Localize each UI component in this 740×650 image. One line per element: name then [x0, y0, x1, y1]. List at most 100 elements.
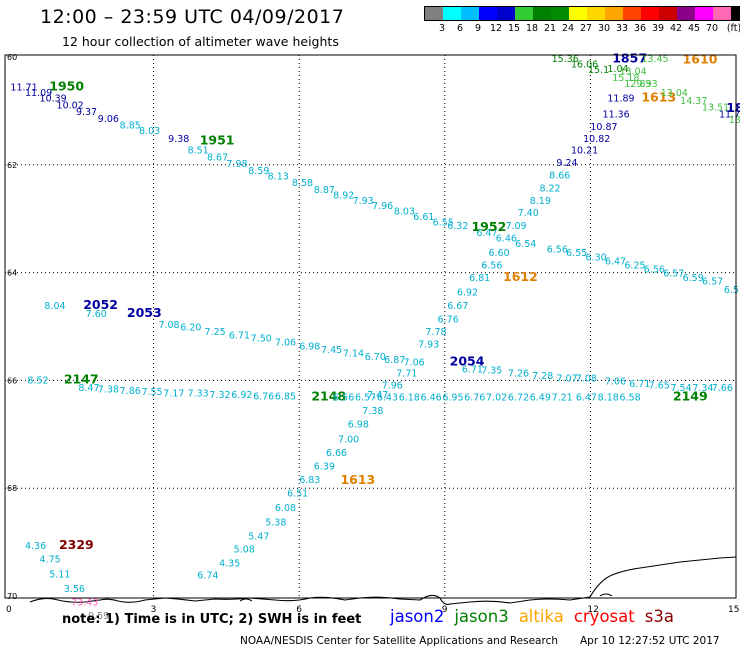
- swh-value-label: 6.32: [447, 221, 468, 232]
- swh-value-label: 7.25: [205, 327, 226, 338]
- satellite-legend-jason2: jason2: [390, 607, 445, 626]
- swh-value-label: 10.39: [40, 93, 67, 104]
- footer-note: note: 1) Time is in UTC; 2) SWH is in fe…: [62, 612, 362, 627]
- axis-tick-labels: 60 62 64 66 68 70 0 3 6 9 12 15: [6, 53, 739, 615]
- swh-value-label: 13.0: [729, 115, 740, 126]
- pass-time-label: 2054: [450, 354, 485, 369]
- swh-value-label: 9.24: [556, 158, 577, 169]
- swh-value-label: 7.60: [86, 309, 107, 320]
- pass-time-label: 2053: [127, 305, 162, 320]
- latitude-label: 70: [7, 592, 17, 601]
- swh-value-label: 13.51: [702, 103, 729, 114]
- swh-value-label: 9.37: [76, 107, 97, 118]
- swh-value-label: 6.57: [663, 269, 684, 280]
- swh-value-label: 6.98: [299, 341, 320, 352]
- colorbar-swatch: [641, 7, 659, 20]
- swh-value-label: 11.09: [25, 88, 52, 99]
- swh-value-label: 7.93: [418, 340, 439, 351]
- swh-value-label: 7.40: [518, 208, 539, 219]
- swh-value-label: 6.49: [530, 393, 551, 404]
- swh-value-label: 4.36: [25, 541, 46, 552]
- pass-time-label: 2148: [311, 389, 346, 404]
- swh-value-label: 6.85: [275, 391, 296, 402]
- swh-value-label: 6.55: [566, 248, 587, 259]
- pass-time-label: 2149: [673, 389, 708, 404]
- swh-value-label: 4.75: [40, 554, 61, 565]
- swh-value-label: 13.45: [641, 54, 668, 65]
- longitude-label: 12: [587, 605, 598, 615]
- swh-value-label: 6.92: [457, 287, 478, 298]
- colorbar-swatch: [659, 7, 677, 20]
- satellite-legend-cryosat: cryosat: [573, 607, 635, 626]
- swh-value-label: 14.37: [680, 96, 707, 107]
- swh-value-label: 6.5: [724, 285, 739, 296]
- swh-value-label: 7.09: [505, 221, 526, 232]
- swh-value-label: 6.43: [377, 393, 398, 404]
- swh-value-label: 3.56: [64, 584, 85, 595]
- colorbar-tick-label: (ft): [726, 23, 740, 34]
- swh-value-label: 13.04: [620, 66, 647, 77]
- colorbar-tick-label: 6: [456, 23, 464, 34]
- satellite-legend-altika: altika: [518, 607, 564, 626]
- swh-value-label: 7.08: [576, 374, 597, 385]
- swh-value-label: 7.06: [404, 358, 425, 369]
- swh-value-label: 9.38: [168, 134, 189, 145]
- swh-value-label: 1.04: [607, 64, 628, 75]
- swh-value-label: 6.60: [488, 248, 509, 259]
- pass-time-label: 185: [726, 100, 740, 115]
- pass-time-label: 2329: [59, 537, 94, 552]
- colorbar-swatch: [677, 7, 695, 20]
- swh-value-label: 8.03: [394, 207, 415, 218]
- swh-value-label: 7.26: [508, 368, 529, 379]
- swh-value-label: 6.92: [231, 390, 252, 401]
- swh-track-labels: 11.7111.0910.3910.029.379.068.858.039.38…: [10, 51, 740, 622]
- swh-value-label: 5.11: [49, 569, 70, 580]
- swh-value-label: 0.59: [88, 611, 109, 622]
- credit-line: NOAA/NESDIS Center for Satellite Applica…: [240, 635, 558, 647]
- swh-value-label: 7.33: [188, 388, 209, 399]
- swh-value-label: 6.56: [481, 261, 502, 272]
- pass-time-label: 1613: [641, 89, 676, 104]
- swh-value-label: 8.92: [333, 190, 354, 201]
- swh-value-label: 6.56: [644, 264, 665, 275]
- swh-value-label: 8.03: [139, 126, 160, 137]
- coastline: [29, 556, 737, 605]
- colorbar-legend: 3 6 9 12 15 18 21 24 27 30 33 36 39 42 45 70 (ft): [424, 6, 740, 37]
- swh-value-label: 7.14: [343, 348, 364, 359]
- swh-value-label: 6.54: [515, 239, 536, 250]
- swh-value-label: 8.66: [549, 171, 570, 182]
- pass-time-label: 2147: [64, 371, 99, 386]
- swh-value-label: 6.56: [547, 244, 568, 255]
- longitude-label: 15: [728, 605, 739, 615]
- pass-time-label: 1952: [471, 219, 506, 234]
- swh-value-label: 7.28: [532, 371, 553, 382]
- swh-value-label: 6.61: [413, 212, 434, 223]
- swh-value-label: 8.52: [27, 375, 48, 386]
- colorbar-tick-labels: 3 6 9 12 15 18 21 24 27 30 33 36 39 42 45 70 (ft): [424, 23, 740, 37]
- swh-value-label: 6.39: [314, 462, 335, 473]
- satellite-legend: jason2 jason3 altika cryosat s3a: [390, 607, 684, 626]
- swh-value-label: 7.50: [251, 333, 272, 344]
- swh-value-label: 8.51: [188, 146, 209, 157]
- swh-value-label: 7.65: [649, 381, 670, 392]
- satellite-legend-s3a: s3a: [644, 607, 674, 626]
- colorbar-tick-label: 39: [651, 23, 665, 34]
- swh-value-label: 7.06: [275, 338, 296, 349]
- swh-value-label: 11.89: [607, 93, 634, 104]
- colorbar-swatches: [424, 6, 740, 21]
- map-title: 12:00 – 23:59 UTC 04/09/2017: [40, 6, 345, 28]
- swh-value-label: 7.21: [552, 393, 573, 404]
- swh-value-label: 73.43: [71, 597, 98, 608]
- latitude-label: 68: [7, 484, 17, 493]
- swh-value-label: 8.18: [598, 393, 619, 404]
- swh-value-label: 7.07: [556, 374, 577, 385]
- pass-time-label: 1610: [683, 52, 718, 67]
- colorbar-swatch: [569, 7, 587, 20]
- swh-value-label: 8.67: [207, 153, 228, 164]
- swh-value-label: 15.18: [612, 73, 639, 84]
- colorbar-swatch: [605, 7, 623, 20]
- swh-value-label: 8.13: [268, 172, 289, 183]
- swh-value-label: 6.30: [586, 252, 607, 263]
- swh-value-label: 6.18: [399, 393, 420, 404]
- swh-value-label: 7.45: [321, 345, 342, 356]
